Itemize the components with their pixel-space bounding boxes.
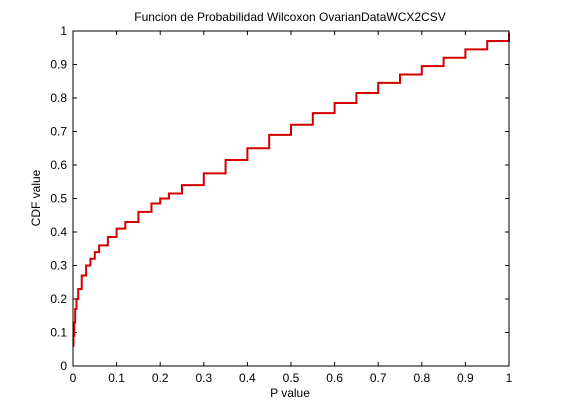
y-tick-label: 0.4 (50, 225, 67, 239)
series-group (72, 32, 510, 347)
chart-title: Funcion de Probabilidad Wilcoxon Ovarian… (134, 10, 445, 24)
y-tick-label: 0.8 (50, 91, 67, 105)
x-tick-label: 1 (506, 371, 513, 385)
x-axis-ticks: 0 0.1 0.2 0.3 0.4 0.5 0.6 0.7 0.8 0.9 1 (70, 31, 513, 385)
y-tick-label: 0.3 (50, 259, 67, 273)
y-axis-ticks: 0 0.1 0.2 0.3 0.4 0.5 0.6 0.7 0.8 0.9 1 (50, 24, 509, 373)
y-tick-label: 0.9 (50, 58, 67, 72)
x-tick-label: 0.1 (108, 371, 125, 385)
y-tick-label: 1 (60, 24, 67, 38)
y-tick-label: 0.2 (50, 292, 67, 306)
x-tick-label: 0.8 (413, 371, 430, 385)
y-tick-label: 0.6 (50, 158, 67, 172)
y-tick-label: 0.5 (50, 192, 67, 206)
x-tick-label: 0.4 (239, 371, 256, 385)
y-axis-label: CDF value (29, 169, 43, 226)
x-tick-label: 0.2 (152, 371, 169, 385)
y-tick-label: 0.7 (50, 125, 67, 139)
x-tick-label: 0.9 (457, 371, 474, 385)
y-tick-label: 0.1 (50, 326, 67, 340)
plot-frame (72, 30, 510, 367)
y-tick-label: 0 (60, 359, 67, 373)
x-tick-label: 0.5 (283, 371, 300, 385)
x-axis-label: P value (270, 386, 310, 400)
cdf-series-line (72, 32, 510, 347)
x-tick-label: 0.6 (326, 371, 343, 385)
x-tick-label: 0.3 (195, 371, 212, 385)
x-tick-label: 0.7 (370, 371, 387, 385)
x-tick-label: 0 (70, 371, 77, 385)
